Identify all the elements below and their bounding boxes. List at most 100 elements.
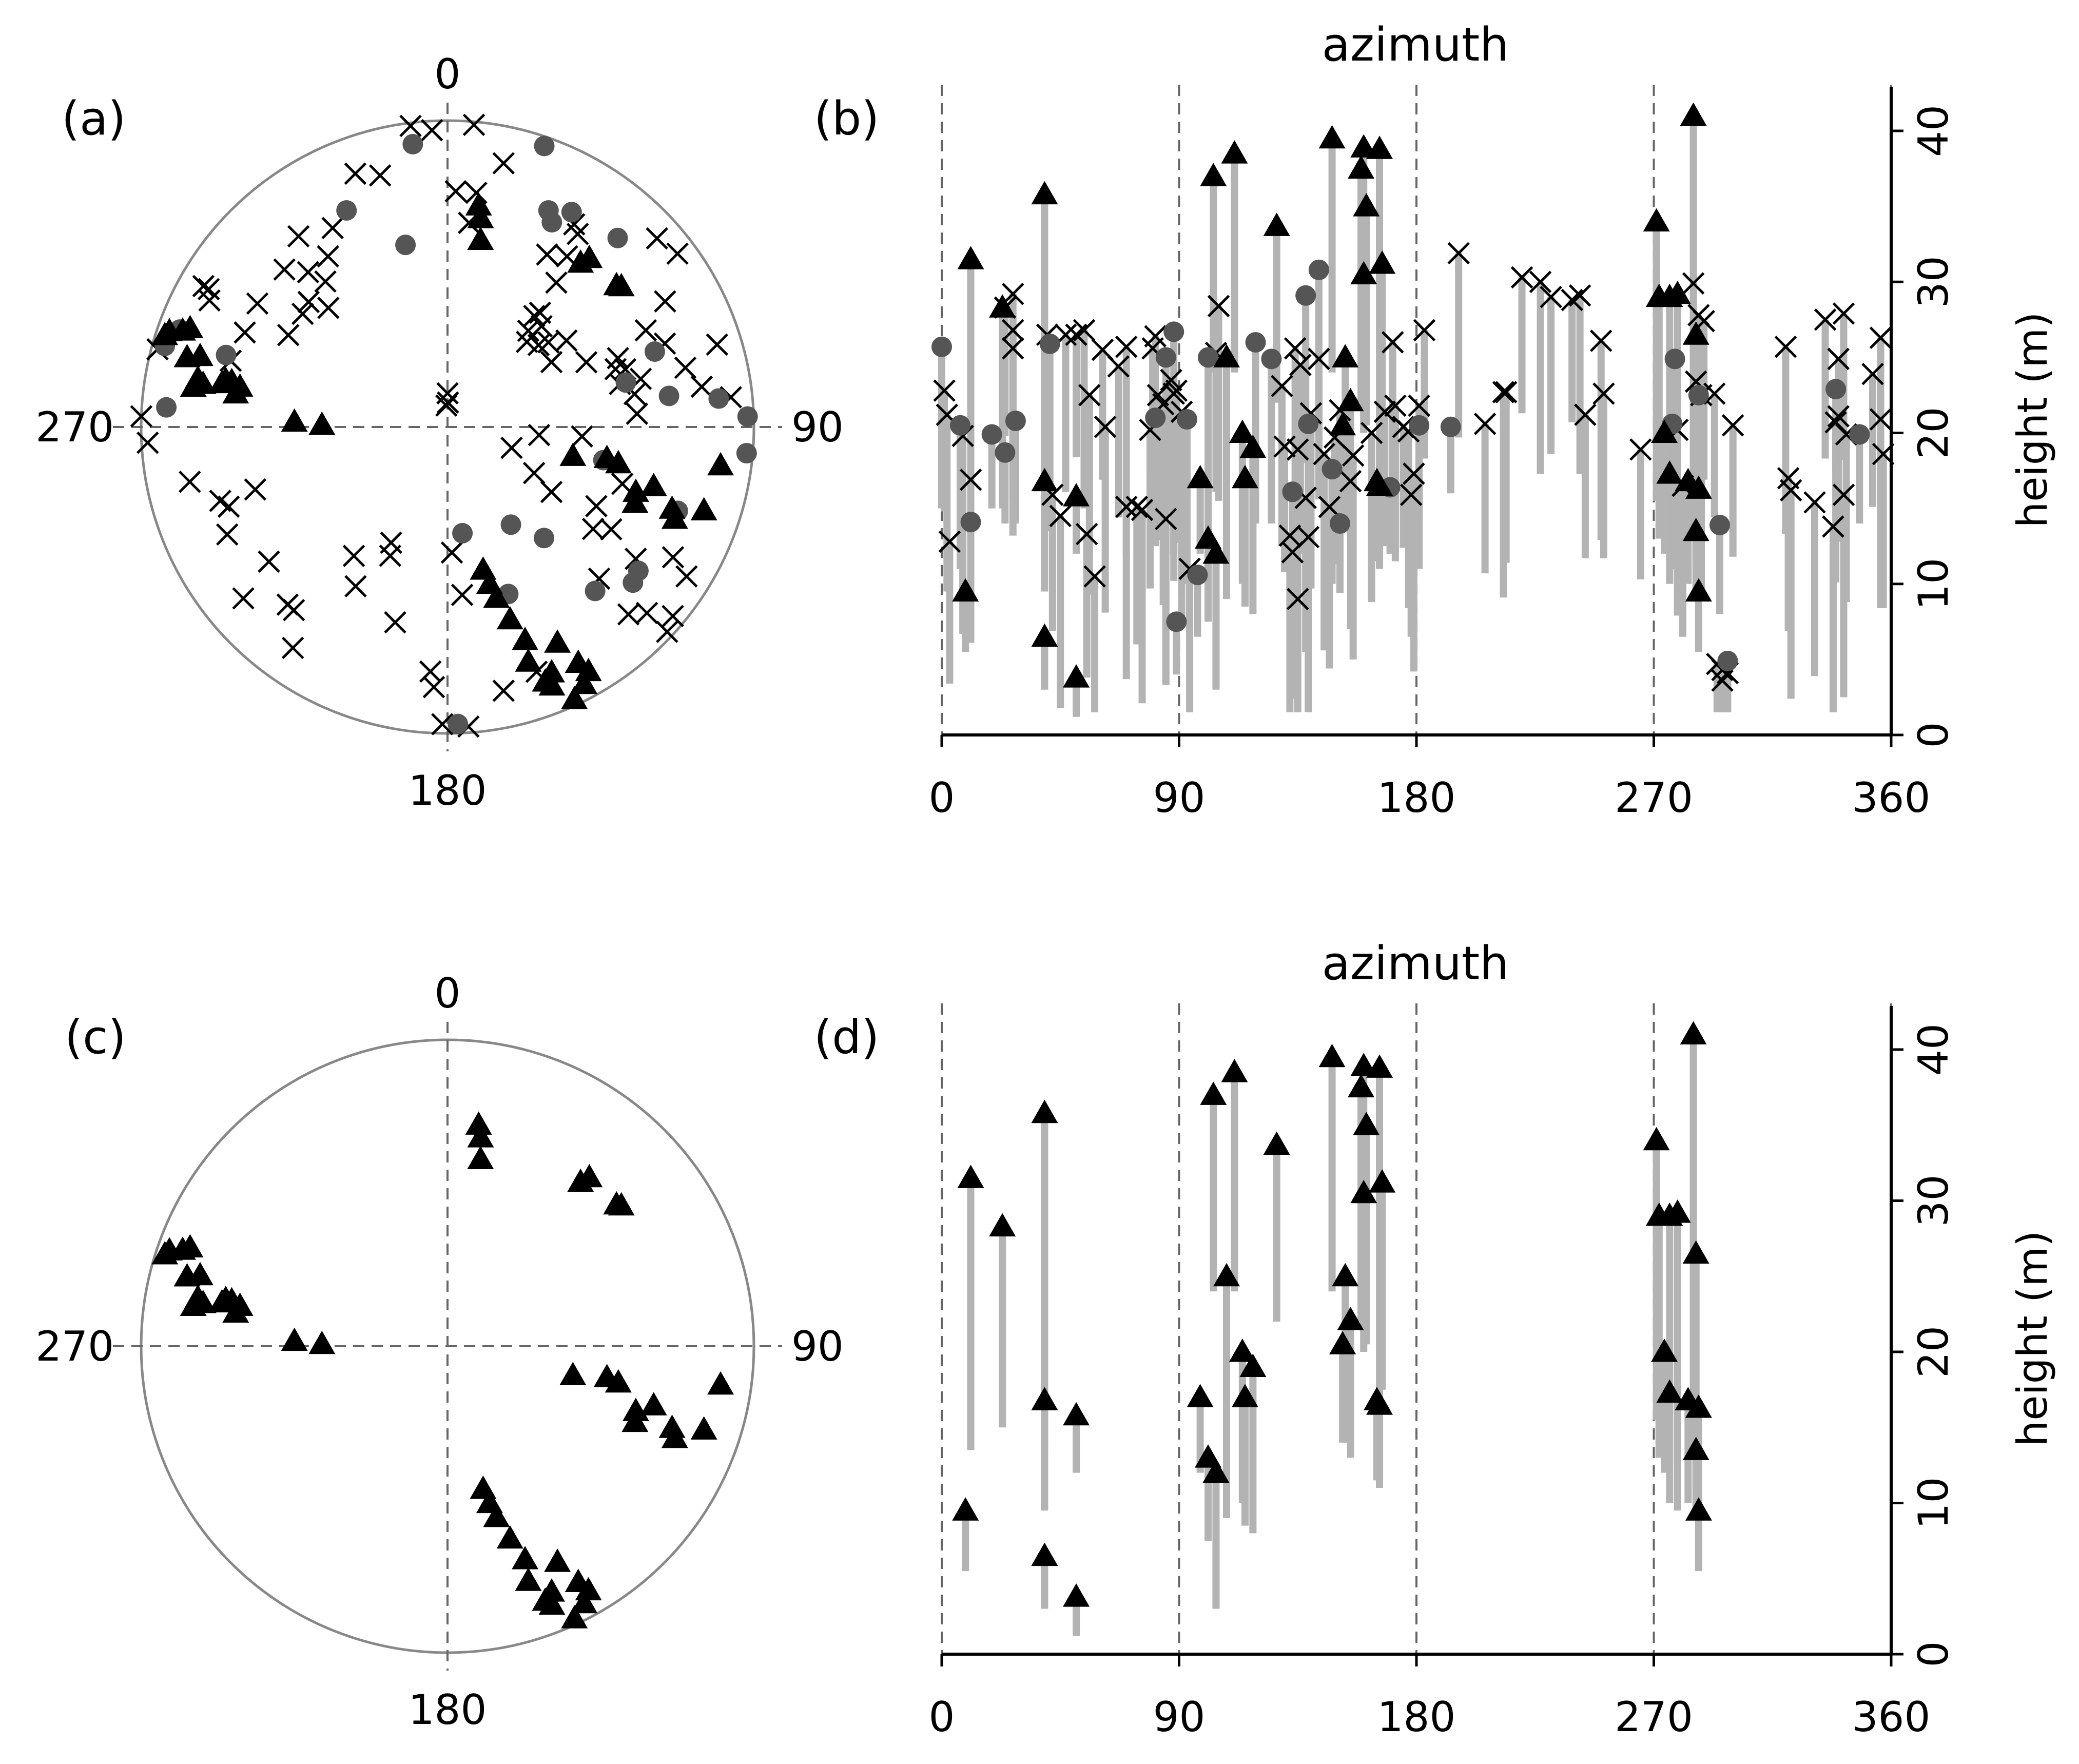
polar-a-triangle-41	[538, 659, 565, 683]
b-cross-43-stroke-2	[1286, 438, 1309, 461]
d-y-tick-label-4: 40	[1910, 1023, 1957, 1076]
polar-a-cross-5	[368, 164, 392, 187]
b-cross-101	[1832, 302, 1855, 325]
polar-c-triangle-43	[544, 1548, 571, 1572]
b-cross-107-stroke-2	[1869, 326, 1892, 349]
b-y-tick-label-3: 30	[1910, 256, 1957, 308]
b-triangle-32	[1651, 419, 1678, 443]
b-cross-33	[1165, 379, 1188, 402]
b-cross-17-stroke-2	[1083, 565, 1106, 588]
polar-a-cross-52	[666, 242, 689, 265]
d-triangle-23	[1366, 1054, 1393, 1078]
polar-a-cross-63	[536, 243, 558, 266]
b-y-tick-label-1: 10	[1910, 558, 1957, 610]
b-cross-39-stroke-2	[1273, 435, 1296, 458]
polar-c-triangle-28	[658, 1414, 686, 1438]
b-circle-24	[1440, 416, 1461, 437]
d-triangle-13	[1239, 1353, 1267, 1377]
d-triangle-2	[1031, 1099, 1058, 1123]
polar-a-cross-3-stroke-2	[492, 152, 515, 175]
polar-a-cross-44	[675, 565, 698, 588]
polar-a-cross-40	[581, 517, 605, 540]
polar-a-triangle-18	[467, 226, 494, 250]
b-cross-93-stroke-2	[1777, 467, 1800, 490]
b-cross-86	[1703, 382, 1726, 405]
polar-a-cross-7	[317, 245, 339, 268]
polar-a-cross-8-stroke-2	[314, 270, 337, 293]
panel-label-c: (c)	[65, 1011, 126, 1064]
b-cross-17	[1083, 565, 1106, 588]
polar-a-triangle-10	[208, 370, 236, 394]
b-cross-56	[1360, 421, 1383, 444]
polar-marks-c	[151, 1111, 734, 1629]
polar-a-cross-41	[585, 495, 608, 517]
b-circle-4	[995, 442, 1016, 463]
b-cross-59	[1384, 394, 1407, 417]
polar-a-triangle-36	[496, 606, 523, 630]
polar-c-triangle-11	[189, 1290, 217, 1313]
b-cross-19	[1094, 415, 1117, 438]
b-triangle-1	[989, 294, 1016, 318]
polar-a-cross-9	[317, 297, 340, 319]
polar-a-cross-100-stroke-2	[281, 636, 304, 660]
polar-a-cross-13-stroke-2	[192, 275, 215, 298]
polar-a-circle-13	[708, 388, 729, 409]
polar-a-cross-45	[662, 605, 684, 628]
polar-a-cross-100	[281, 636, 304, 660]
b-cross-72-stroke-2	[1540, 285, 1562, 308]
polar-a-cross-97-stroke-2	[344, 575, 367, 597]
b-triangle-39	[1682, 517, 1709, 541]
polar-a-cross-93	[297, 290, 320, 314]
polar-a-circle-19	[628, 560, 649, 581]
d-y-tick-label-3: 30	[1910, 1175, 1957, 1227]
polar-c-triangle-30	[640, 1392, 667, 1416]
polar-a-triangle-3	[151, 322, 179, 345]
b-triangle-30	[1643, 208, 1670, 232]
b-cross-4-stroke-2	[959, 468, 982, 491]
polar-a-triangle-43	[544, 629, 571, 653]
b-circle-12	[1187, 565, 1208, 586]
polar-a-cross-65	[545, 271, 568, 294]
polar-a-cross-0	[399, 114, 422, 138]
b-circle-10	[1166, 611, 1187, 632]
polar-c-triangle-15	[308, 1330, 336, 1354]
polar-c-triangle-29	[690, 1416, 717, 1440]
polar-a-cross-43-stroke-2	[625, 548, 647, 570]
b-circle-2	[960, 512, 981, 533]
b-cross-66-stroke-2	[1447, 242, 1470, 265]
polar-a-cross-101-stroke-2	[179, 470, 201, 493]
d-triangle-12	[1231, 1384, 1258, 1407]
polar-a-cross-56	[706, 333, 729, 356]
b-cross-65-stroke-2	[1413, 319, 1436, 342]
polar-a-cross-33	[431, 713, 454, 735]
polar-c-triangle-20	[576, 1164, 603, 1188]
b-cross-78	[1629, 438, 1652, 461]
b-cross-27-stroke-2	[1144, 325, 1167, 347]
cardinal-label-west-a: 270	[35, 403, 114, 451]
cardinal-label-west-c: 270	[35, 1323, 114, 1370]
b-cross-105-stroke-2	[1869, 408, 1892, 431]
d-x-tick-label-0: 0	[929, 1693, 955, 1741]
polar-a-cross-75-stroke-2	[604, 358, 627, 381]
b-cross-54-stroke-2	[1339, 470, 1362, 493]
polar-a-cross-95	[287, 225, 310, 248]
polar-a-cross-80	[528, 423, 551, 447]
b-cross-78-stroke-2	[1629, 438, 1652, 461]
polar-a-cross-25	[258, 550, 280, 573]
b-cross-76-stroke-2	[1589, 329, 1612, 352]
y-ticks-d: 0 10 20 30 40	[1891, 1023, 1957, 1667]
polar-a-cross-1-stroke-2	[420, 119, 443, 142]
d-triangle-10	[1221, 1059, 1248, 1082]
polar-a-cross-22	[217, 495, 240, 518]
d-triangle-24	[1369, 1169, 1396, 1193]
polar-a-cross-24-stroke-2	[244, 478, 267, 501]
b-triangle-13	[1239, 434, 1267, 458]
b-cross-49-stroke-2	[1308, 347, 1330, 371]
b-cross-75	[1574, 403, 1597, 426]
b-circle-30	[1825, 379, 1847, 400]
polar-a-cross-62-stroke-2	[566, 223, 589, 245]
polar-a-triangle-44	[571, 670, 598, 694]
b-cross-107	[1869, 326, 1892, 349]
b-cross-51	[1318, 495, 1341, 518]
d-triangle-3	[1031, 1387, 1058, 1410]
